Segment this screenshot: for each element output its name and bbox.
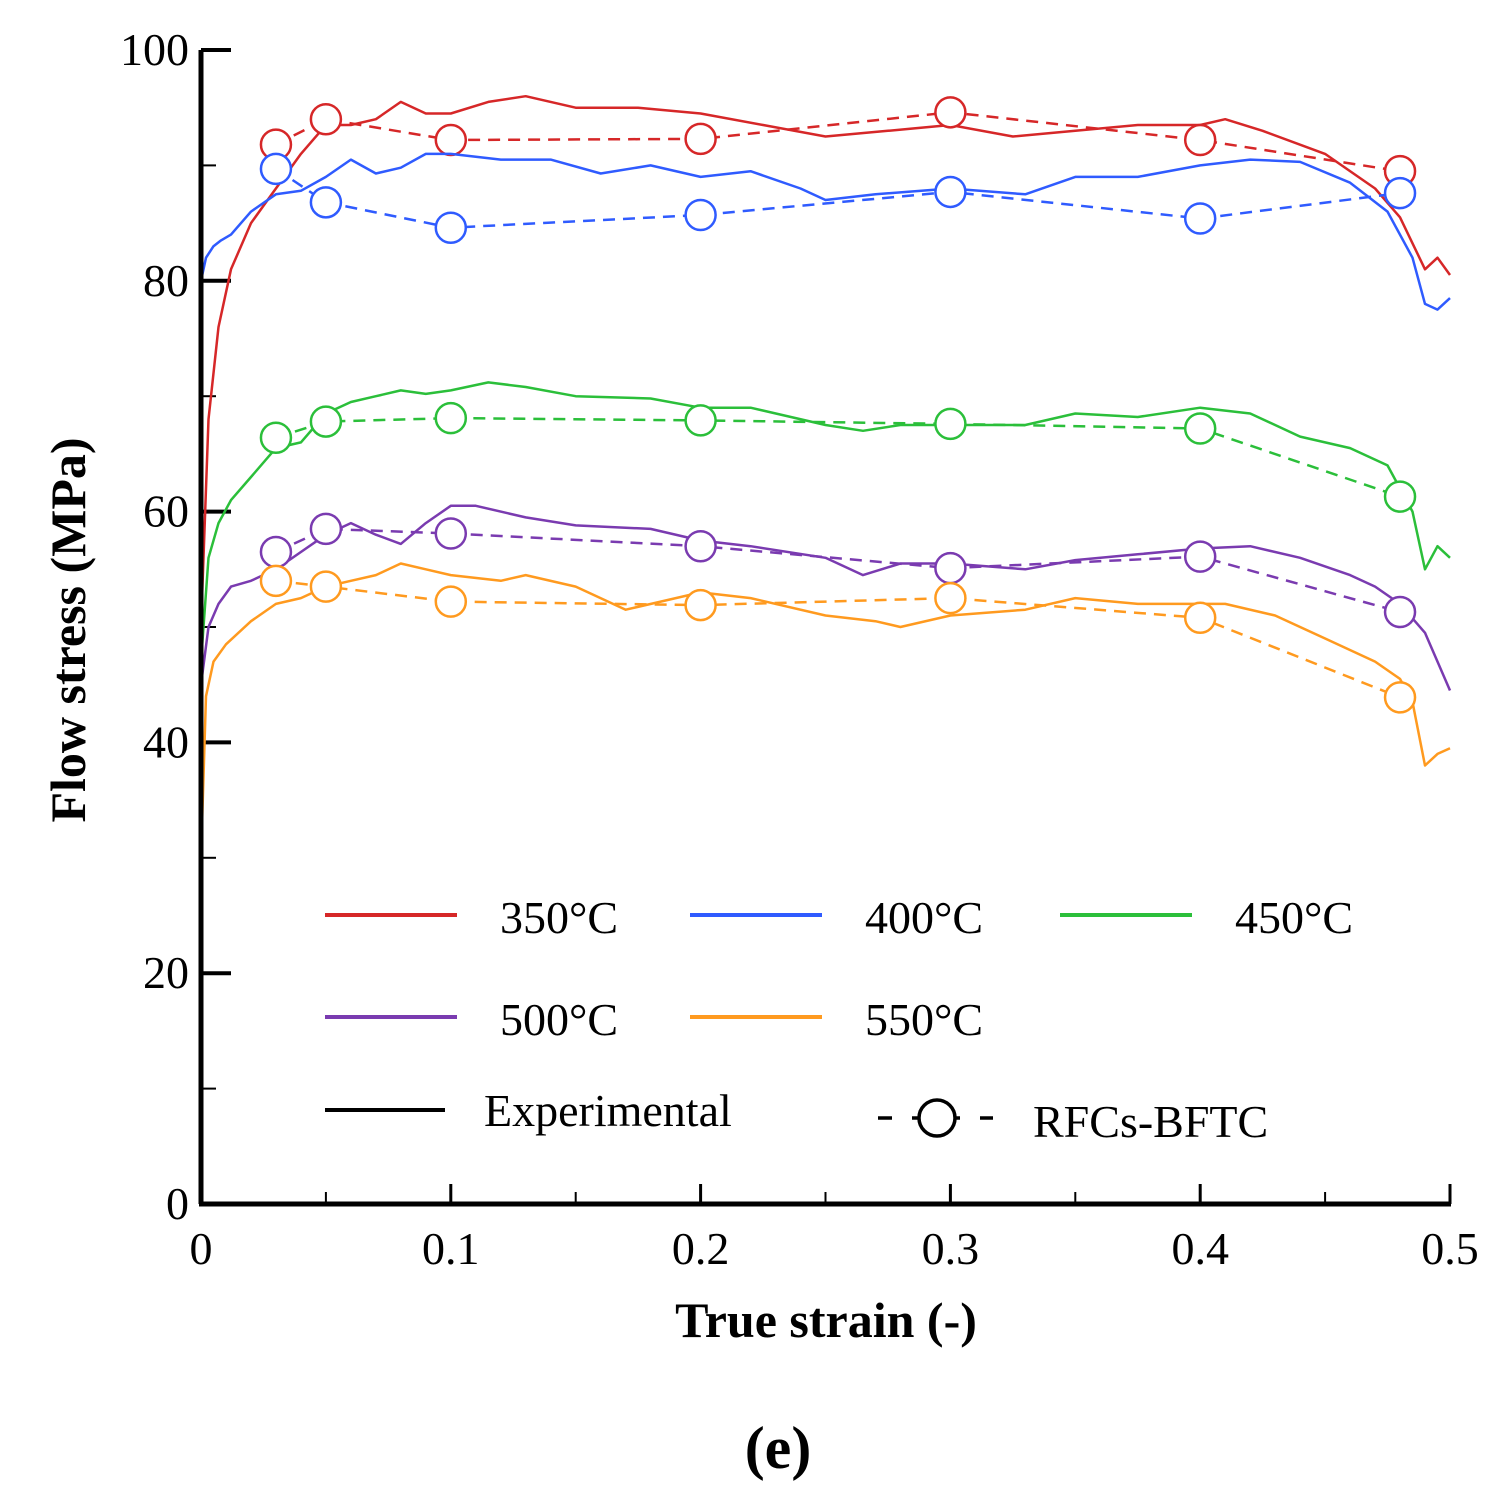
y-tick-label: 60 [143,486,189,537]
minor-ticks [201,164,1327,1204]
legend-label: 400°C [865,892,983,943]
x-axis-title: True strain (-) [675,1292,977,1348]
model-marker [1183,123,1217,157]
model-marker [934,551,967,585]
model-marker [1383,176,1417,210]
model-marker [1383,480,1417,513]
model-marker [434,585,468,618]
legend-label: 450°C [1235,892,1353,943]
panel-label: (e) [745,1415,812,1481]
y-tick-label: 100 [120,24,189,75]
x-tick-label: 0 [190,1223,213,1274]
model-marker [1183,412,1217,445]
model-marker [1383,595,1417,629]
model-marker [309,512,343,546]
y-tick-labels: 0 20 40 60 80 100 [120,24,189,1229]
x-tick-label: 0.5 [1421,1223,1479,1274]
model-marker [934,581,967,615]
y-axis-title: Flow stress (MPa) [40,437,96,822]
legend-model-label: RFCs-BFTC [1033,1096,1268,1147]
experimental-line [199,504,1452,691]
legend: 350°C 400°C 450°C 500°C 550°C Experimental RFC… [325,892,1353,1147]
y-tick-label: 0 [166,1178,189,1229]
model-marker [934,407,967,441]
model-marker [934,175,967,209]
x-tick-label: 0.1 [422,1223,480,1274]
model-marker [684,122,717,156]
x-tick-label: 0.2 [672,1223,730,1274]
model-marker [259,535,293,569]
major-ticks [199,48,1452,1206]
model-marker [934,96,967,129]
legend-label: 550°C [865,994,983,1045]
experimental-line [199,152,1451,311]
model-marker [434,517,468,550]
model-marker [259,421,293,454]
model-marker [259,152,293,186]
model-marker [1183,202,1217,235]
legend-experimental-label: Experimental [484,1085,732,1136]
x-tick-labels: 0 0.1 0.2 0.3 0.4 0.5 [190,1223,1479,1274]
model-marker [309,186,343,219]
model-marker [309,102,343,136]
experimental-line [199,562,1451,858]
legend-label: 500°C [500,994,618,1045]
x-tick-label: 0.3 [922,1223,980,1274]
model-marker [684,404,717,437]
model-marker [434,401,468,435]
experimental-line [199,381,1451,662]
model-marker [684,198,717,232]
series-layer [199,94,1452,858]
y-tick-label: 80 [143,255,189,306]
model-marker [1183,540,1217,573]
series-500°C [199,504,1452,691]
y-tick-label: 20 [143,947,189,998]
series-450°C [199,381,1451,662]
x-tick-label: 0.4 [1171,1223,1229,1274]
model-marker [1383,681,1417,714]
model-marker [309,570,343,603]
model-marker [684,588,717,622]
series-350°C [199,94,1452,628]
legend-model-marker [917,1098,957,1138]
model-marker [434,211,468,244]
model-marker [434,123,468,157]
series-400°C [199,152,1451,311]
y-tick-label: 40 [143,716,189,767]
experimental-line [199,94,1452,628]
legend-label: 350°C [500,892,618,943]
model-marker [309,405,343,438]
model-marker [684,529,717,563]
series-550°C [199,562,1451,858]
model-marker [1183,601,1217,635]
model-marker [259,564,293,598]
